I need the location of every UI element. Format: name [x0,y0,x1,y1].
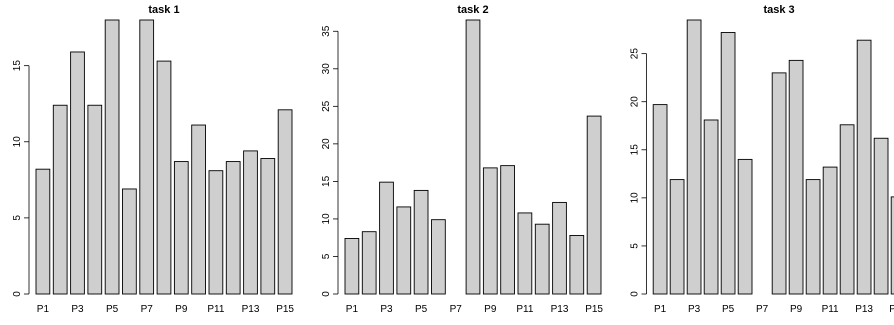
y-tick-label: 5 [321,253,332,259]
bar-p3 [379,181,394,295]
bar-p6 [431,219,446,295]
bar-p14 [569,234,585,295]
y-tick-label: 5 [630,243,641,249]
bar-p8 [465,19,481,295]
x-tick-label: P7 [450,304,463,315]
bar-p3 [70,51,85,295]
bar-p2 [669,179,685,295]
x-tick-label: P13 [242,304,260,315]
y-tick-label: 25 [630,48,641,60]
bar-p14 [873,137,889,295]
panel-3-title: task 3 [763,4,794,16]
bar-p10 [805,179,821,295]
bar-p9 [482,167,498,295]
y-tick-label: 15 [12,60,23,72]
x-tick-label: P5 [722,304,735,315]
bar-p6 [122,188,137,295]
bar-p11 [208,170,224,295]
y-tick-label: 10 [630,192,641,204]
y-tick-label: 0 [12,291,23,297]
bar-p6 [737,158,753,295]
panel-1-title: task 1 [148,4,179,16]
bar-p5 [104,19,120,295]
y-tick-label: 10 [321,213,332,225]
x-tick-label: P3 [71,304,84,315]
bar-p15 [277,109,293,295]
bar-p13 [243,150,258,295]
bar-p12 [225,161,241,295]
y-tick-label: 0 [630,291,641,297]
y-tick-label: 5 [12,215,23,221]
bar-p4 [87,104,103,295]
y-tick-label: 15 [321,175,332,187]
x-tick-label: P1 [37,304,50,315]
bar-p1 [652,104,668,295]
bar-p10 [191,124,206,295]
y-tick-label: 15 [630,144,641,156]
bar-p15 [890,196,894,295]
bar-p10 [500,165,515,295]
bar-p5 [720,32,736,295]
bar-p4 [396,206,412,295]
y-tick-label: 0 [321,291,332,297]
bar-p8 [771,72,787,295]
bar-p9 [788,59,804,295]
bar-p11 [517,212,533,295]
y-tick-label: 25 [321,100,332,112]
x-tick-label: P11 [207,304,224,315]
bar-p1 [35,168,51,295]
x-tick-label: P3 [380,304,393,315]
x-tick-label: P15 [276,304,294,315]
bar-p13 [552,201,567,295]
bar-p7 [139,19,155,295]
panel-2-title: task 2 [457,4,488,16]
bar-p12 [839,124,855,295]
bar-p9 [173,161,189,295]
x-tick-label: P1 [346,304,359,315]
x-tick-label: P9 [175,304,188,315]
bar-p12 [534,223,550,295]
x-tick-label: P1 [654,304,667,315]
bar-p2 [361,231,377,295]
x-tick-label: P3 [688,304,701,315]
bar-p15 [586,115,602,295]
y-tick-label: 30 [321,63,332,75]
bar-p11 [822,166,838,295]
x-tick-label: P9 [484,304,497,315]
x-tick-label: P7 [141,304,154,315]
bar-p1 [344,237,360,295]
bar-p4 [703,119,719,295]
x-tick-label: P11 [822,304,839,315]
x-tick-label: P5 [415,304,428,315]
x-tick-label: P9 [790,304,803,315]
x-tick-label: P15 [889,304,894,315]
x-tick-label: P15 [585,304,603,315]
bar-p5 [413,189,429,295]
y-tick-label: 35 [321,25,332,37]
x-tick-label: P13 [855,304,873,315]
y-tick-label: 20 [321,138,332,150]
bar-p8 [156,60,172,295]
bar-p13 [856,39,872,295]
bar-p14 [260,158,276,295]
x-tick-label: P5 [106,304,119,315]
bar-p3 [686,19,702,295]
y-tick-label: 20 [630,96,641,108]
x-tick-label: P13 [551,304,569,315]
x-tick-label: P11 [516,304,533,315]
bar-p2 [52,104,68,295]
x-tick-label: P7 [756,304,769,315]
y-tick-label: 10 [12,136,23,148]
